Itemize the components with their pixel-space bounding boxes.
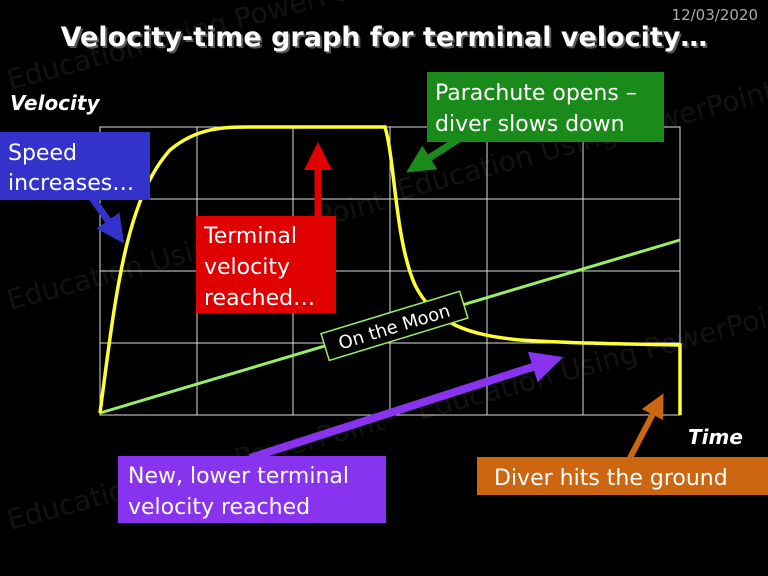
- lower-arrow: [248, 351, 564, 462]
- moon-box: [320, 290, 469, 362]
- title: Velocity-time graph for terminal velocit…: [61, 22, 708, 53]
- x-axis-label: Time: [688, 425, 743, 449]
- terminal-text: Terminal: [203, 224, 297, 249]
- title-shadow: Velocity-time graph for terminal velocit…: [63, 24, 710, 55]
- lower-text: New, lower terminal: [128, 464, 349, 489]
- ground-text: Diver hits the ground: [494, 466, 728, 491]
- ground-box: [477, 457, 768, 495]
- earth-curve: [98, 125, 682, 415]
- parachute-text: Parachute opens –: [435, 81, 637, 106]
- terminal-text: velocity: [204, 255, 290, 280]
- speed-box: [0, 132, 150, 200]
- lower-text: velocity reached: [128, 495, 310, 520]
- speed-text: Speed: [8, 141, 77, 166]
- parachute-text: diver slows down: [435, 112, 625, 137]
- lower-box: [118, 456, 386, 523]
- ground-arrow: [627, 393, 664, 460]
- speed-text: increases…: [8, 171, 134, 196]
- terminal-text: reached…: [204, 286, 315, 311]
- terminal-box: [196, 216, 336, 313]
- date: 12/03/2020: [672, 6, 758, 24]
- y-axis-label: Velocity: [10, 91, 100, 115]
- parachute-box: [427, 72, 664, 142]
